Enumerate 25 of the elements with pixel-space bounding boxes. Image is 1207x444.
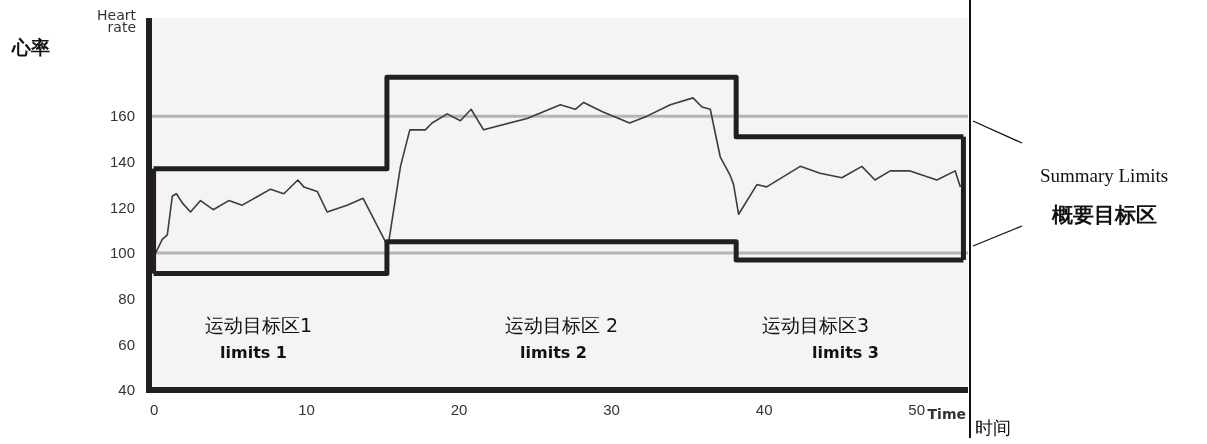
text: 概要目标区 xyxy=(1050,203,1157,227)
annotation: limits 3 xyxy=(812,343,879,362)
annotation: 运动目标区3 xyxy=(762,314,870,336)
text: Summary Limits xyxy=(1039,165,1169,186)
y-tick-label: 80 xyxy=(118,290,135,308)
y-tick-label: 60 xyxy=(118,335,135,353)
y-tick-label: 140 xyxy=(109,153,135,171)
y-tick-label: 100 xyxy=(109,244,135,262)
x-tick-label: 50 xyxy=(908,400,925,418)
x-tick-label: 0 xyxy=(149,400,159,418)
x-axis-title: Time xyxy=(927,406,966,422)
text: 心率 xyxy=(11,36,50,58)
text: 时间 xyxy=(975,417,1011,438)
x-tick-label: 20 xyxy=(450,400,468,418)
annotation: limits 2 xyxy=(520,343,587,362)
x-tick-label: 10 xyxy=(298,400,315,418)
y-tick-label: 160 xyxy=(109,107,135,125)
x-tick-label: 40 xyxy=(755,400,773,418)
y-tick-label: 40 xyxy=(118,381,135,399)
x-tick-label: 30 xyxy=(603,400,620,418)
annotation: 运动目标区1 xyxy=(205,314,313,336)
y-tick-label: 120 xyxy=(109,198,135,216)
annotation: limits 1 xyxy=(220,343,287,362)
annotation: 运动目标区 2 xyxy=(505,314,619,336)
y-axis-title: Heart rate xyxy=(97,7,137,35)
